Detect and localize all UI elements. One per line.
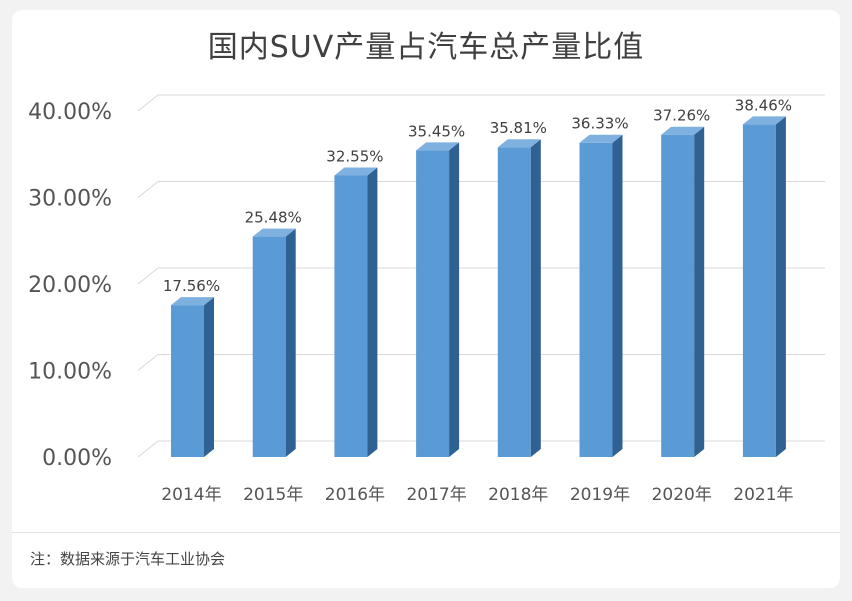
data-label: 32.55% (326, 147, 383, 165)
bar-front (497, 147, 531, 457)
bar-front (742, 124, 776, 458)
bar-top (416, 142, 460, 151)
bar (416, 142, 460, 458)
bar-top (497, 139, 541, 148)
bar-side (449, 142, 460, 458)
bar-top (742, 116, 786, 125)
bar (334, 167, 378, 457)
bar-front (252, 236, 286, 457)
x-tick-label: 2017年 (406, 485, 466, 505)
bar (252, 228, 296, 457)
data-label: 25.48% (245, 209, 302, 227)
x-tick-label: 2015年 (243, 485, 303, 505)
bar-front (171, 305, 204, 457)
source-note: 注：数据来源于汽车工业协会 (30, 550, 226, 568)
x-tick-label: 2021年 (733, 485, 793, 505)
bar (497, 139, 541, 457)
bar-side (367, 167, 378, 457)
chart-title: 国内SUV产量占汽车总产量比值 (207, 30, 645, 65)
data-label: 17.56% (163, 277, 220, 295)
x-tick-label: 2014年 (161, 485, 221, 505)
y-tick-label: 0.00% (42, 446, 112, 471)
x-tick-label: 2016年 (325, 485, 385, 505)
bar-side (204, 297, 214, 457)
footer-divider (12, 532, 840, 533)
bar-side (530, 139, 541, 457)
bar (742, 116, 786, 458)
x-tick-label: 2019年 (570, 485, 630, 505)
bar-side (285, 228, 296, 457)
gridline-diagonal (137, 354, 159, 371)
bar-top (252, 228, 296, 237)
data-label: 35.45% (408, 122, 465, 140)
bar-side (694, 126, 705, 458)
bar-side (612, 134, 623, 458)
bar-front (661, 134, 695, 458)
bar-top (661, 126, 705, 135)
data-label: 37.26% (653, 107, 710, 125)
bar-front (334, 175, 368, 457)
bar (579, 134, 623, 458)
bar-top (334, 167, 378, 176)
y-tick-label: 20.00% (28, 273, 112, 298)
bar-top (579, 134, 623, 143)
data-label: 36.33% (571, 115, 628, 133)
gridline-diagonal (137, 94, 159, 112)
gridline-diagonal (137, 440, 159, 458)
y-tick-label: 30.00% (28, 187, 112, 212)
data-label: 38.46% (735, 96, 792, 114)
gridline-diagonal (137, 181, 159, 198)
y-tick-label: 10.00% (28, 360, 112, 385)
bar-side (775, 116, 786, 458)
x-tick-label: 2018年 (488, 485, 548, 505)
data-label: 35.81% (490, 119, 547, 137)
bar-top (171, 297, 214, 306)
x-tick-label: 2020年 (652, 485, 712, 505)
bar (171, 297, 214, 457)
bar (661, 126, 705, 458)
gridline-diagonal (137, 267, 159, 285)
bar-front (579, 142, 613, 458)
bar-front (416, 150, 450, 458)
y-tick-label: 40.00% (28, 100, 112, 125)
